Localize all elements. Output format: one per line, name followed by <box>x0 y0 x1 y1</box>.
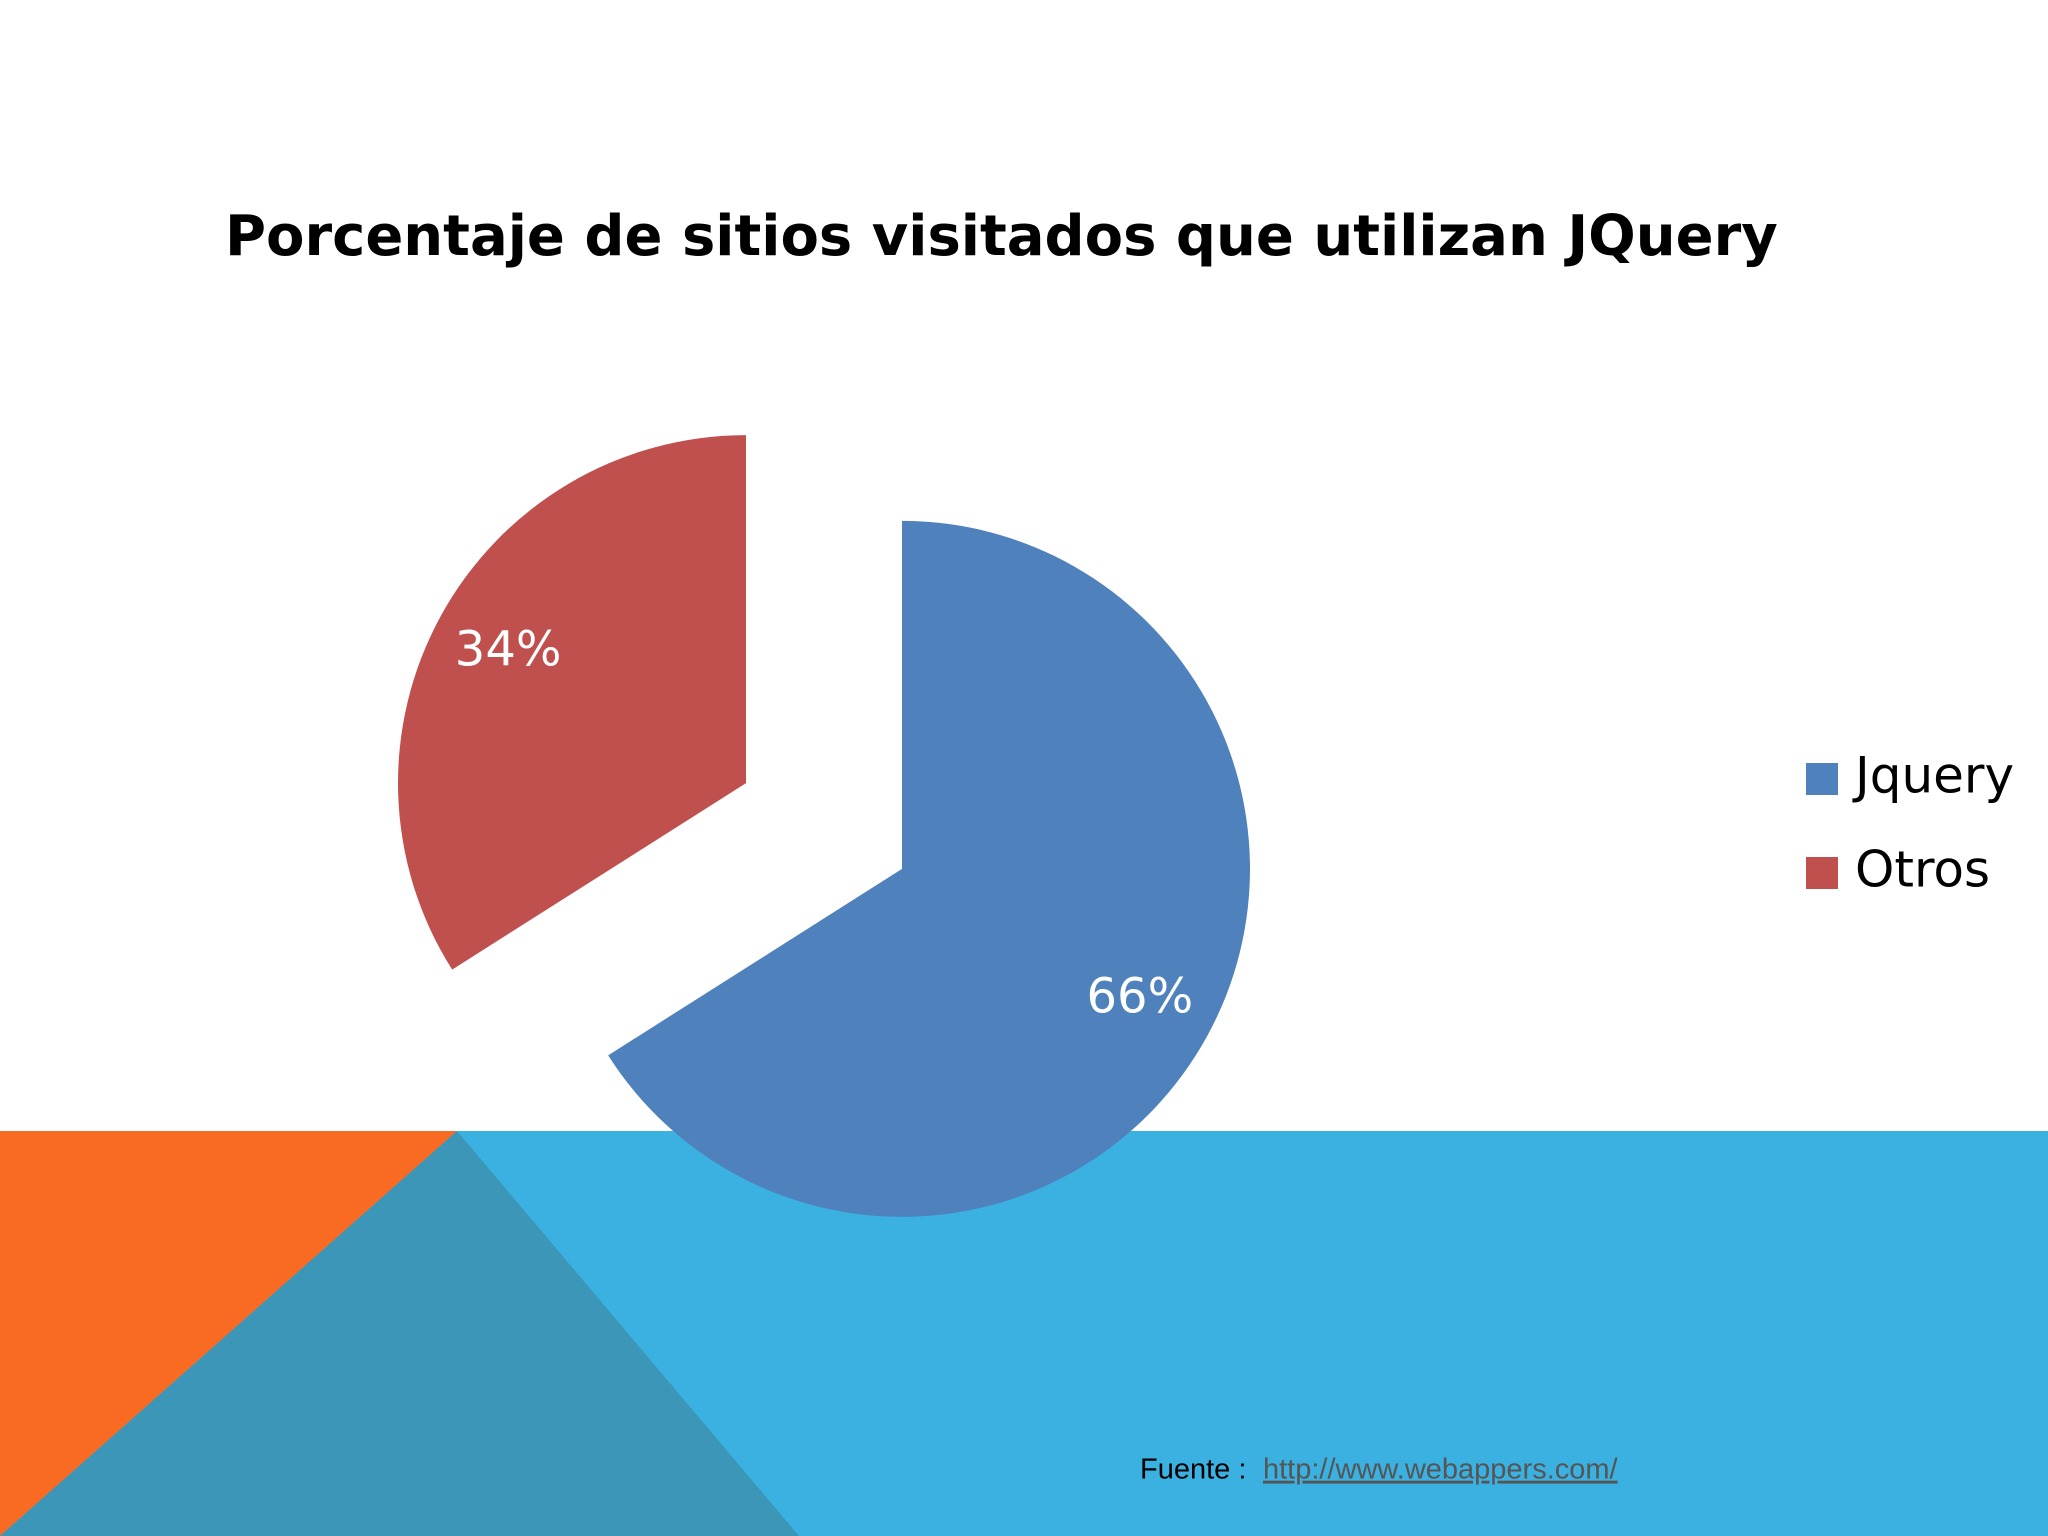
legend-label: Otros <box>1855 841 1990 899</box>
pie-slice <box>398 435 747 970</box>
legend-swatch <box>1806 857 1838 889</box>
pie-slice <box>608 520 1250 1217</box>
value-label: 34% <box>455 621 562 677</box>
pie <box>398 435 1250 1217</box>
source-link[interactable]: http://www.webappers.com/ <box>1263 1454 1619 1486</box>
legend-swatch <box>1806 763 1838 795</box>
teal-triangle <box>0 1131 799 1536</box>
chart-title: Porcentaje de sitios visitados que utili… <box>225 204 1778 269</box>
value-label: 66% <box>1087 969 1194 1025</box>
legend-label: Jquery <box>1852 747 2014 805</box>
source-label: Fuente : <box>1140 1454 1246 1486</box>
